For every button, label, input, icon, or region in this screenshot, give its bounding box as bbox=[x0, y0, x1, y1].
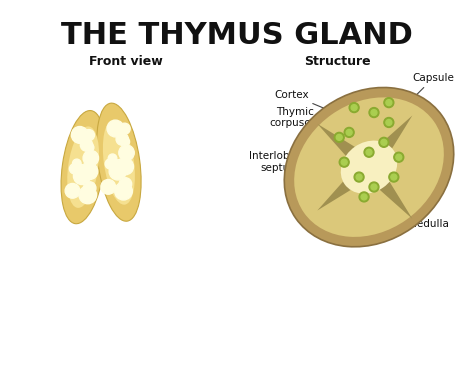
Circle shape bbox=[359, 192, 369, 202]
Circle shape bbox=[349, 103, 359, 113]
Circle shape bbox=[371, 110, 377, 116]
Text: Capsule: Capsule bbox=[401, 73, 455, 110]
Circle shape bbox=[386, 119, 392, 125]
Circle shape bbox=[366, 149, 372, 155]
Circle shape bbox=[105, 159, 115, 169]
Circle shape bbox=[369, 182, 379, 192]
Polygon shape bbox=[317, 124, 375, 175]
Circle shape bbox=[341, 159, 347, 165]
Circle shape bbox=[344, 128, 354, 137]
Circle shape bbox=[119, 145, 134, 160]
Circle shape bbox=[354, 172, 364, 182]
Text: THE THYMUS GLAND: THE THYMUS GLAND bbox=[61, 21, 413, 50]
Circle shape bbox=[120, 137, 129, 146]
Circle shape bbox=[82, 163, 98, 180]
Circle shape bbox=[79, 186, 97, 204]
Circle shape bbox=[75, 164, 85, 174]
Text: Cortex: Cortex bbox=[274, 90, 344, 116]
Circle shape bbox=[381, 140, 387, 145]
Circle shape bbox=[115, 158, 131, 175]
Circle shape bbox=[115, 182, 132, 200]
Circle shape bbox=[111, 160, 121, 169]
Text: Medulla: Medulla bbox=[396, 189, 449, 229]
Circle shape bbox=[371, 184, 377, 190]
Ellipse shape bbox=[61, 110, 105, 224]
Circle shape bbox=[109, 163, 126, 180]
Circle shape bbox=[72, 126, 88, 143]
Circle shape bbox=[346, 129, 352, 135]
Circle shape bbox=[391, 174, 397, 180]
Circle shape bbox=[334, 132, 344, 142]
Circle shape bbox=[73, 167, 91, 185]
Circle shape bbox=[116, 133, 128, 145]
Circle shape bbox=[356, 174, 362, 180]
Circle shape bbox=[389, 172, 399, 182]
Ellipse shape bbox=[67, 126, 99, 208]
Circle shape bbox=[364, 147, 374, 157]
Circle shape bbox=[384, 118, 394, 128]
Circle shape bbox=[119, 178, 132, 190]
Circle shape bbox=[79, 163, 95, 180]
Circle shape bbox=[73, 159, 81, 168]
Ellipse shape bbox=[97, 103, 141, 221]
Circle shape bbox=[369, 108, 379, 118]
Circle shape bbox=[69, 164, 80, 174]
Circle shape bbox=[117, 158, 134, 175]
Text: Structure: Structure bbox=[304, 55, 371, 68]
Ellipse shape bbox=[294, 97, 444, 237]
Circle shape bbox=[85, 143, 94, 152]
Ellipse shape bbox=[284, 87, 454, 247]
Circle shape bbox=[83, 129, 94, 141]
Circle shape bbox=[81, 139, 93, 151]
Circle shape bbox=[83, 150, 99, 166]
Text: Thymic
corpuscle: Thymic corpuscle bbox=[269, 107, 366, 151]
Circle shape bbox=[119, 123, 130, 134]
Circle shape bbox=[351, 105, 357, 110]
Circle shape bbox=[379, 137, 389, 147]
Circle shape bbox=[107, 120, 124, 137]
Circle shape bbox=[386, 100, 392, 106]
Ellipse shape bbox=[103, 120, 135, 205]
Polygon shape bbox=[317, 160, 375, 211]
Circle shape bbox=[361, 194, 367, 200]
Circle shape bbox=[384, 98, 394, 108]
Text: Front view: Front view bbox=[89, 55, 163, 68]
Circle shape bbox=[101, 180, 116, 194]
Circle shape bbox=[83, 182, 96, 194]
Polygon shape bbox=[361, 115, 412, 173]
Circle shape bbox=[394, 152, 404, 162]
Circle shape bbox=[108, 154, 117, 163]
Text: Interlobular
septum: Interlobular septum bbox=[249, 151, 351, 173]
Polygon shape bbox=[361, 161, 412, 219]
Circle shape bbox=[336, 134, 342, 140]
Circle shape bbox=[65, 183, 80, 198]
Circle shape bbox=[339, 157, 349, 167]
Ellipse shape bbox=[341, 141, 397, 194]
Circle shape bbox=[396, 154, 402, 160]
